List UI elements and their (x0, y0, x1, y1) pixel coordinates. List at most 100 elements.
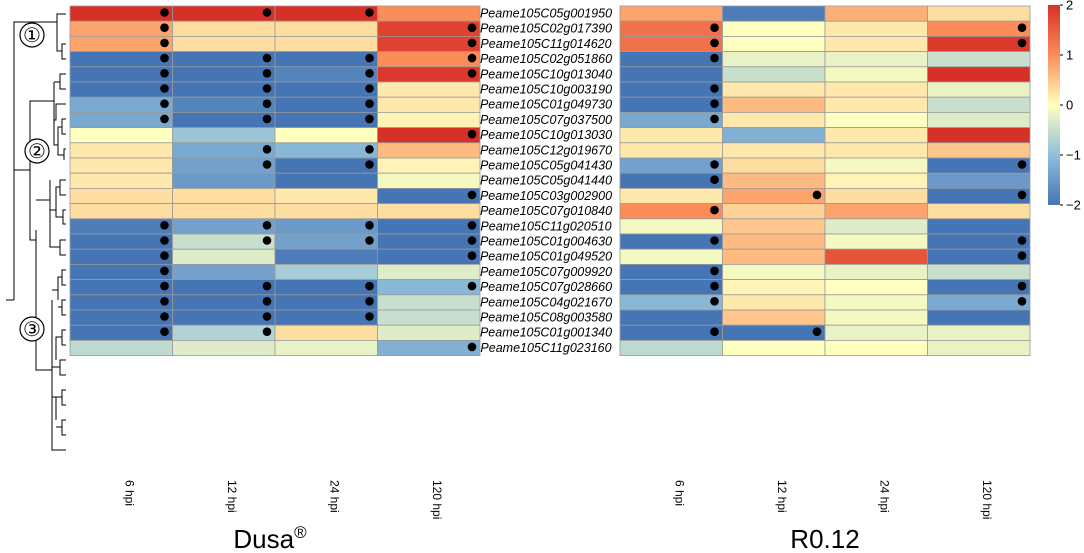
gene-label: Peame105C07g010840 (480, 204, 612, 218)
heatmap-cell (619, 294, 723, 311)
heatmap-cell (824, 36, 928, 53)
significance-dot (1017, 38, 1027, 48)
heatmap-cell (274, 339, 378, 356)
heatmap-cell (824, 324, 928, 341)
heatmap-cell (927, 112, 1031, 129)
heatmap-cell (927, 218, 1031, 235)
heatmap-cell (824, 248, 928, 265)
significance-dot (262, 281, 272, 291)
significance-dot (160, 312, 169, 321)
heatmap-cell (619, 66, 723, 83)
significance-dot (365, 114, 374, 124)
significance-dot (467, 190, 477, 200)
heatmap-cell (274, 36, 378, 53)
heatmap-cell (927, 172, 1031, 189)
heatmap-cell (69, 157, 173, 174)
gene-label: Peame105C07g009920 (480, 265, 612, 279)
heatmap-cell (722, 294, 826, 311)
significance-dot (710, 175, 719, 184)
heatmap-cell (619, 36, 723, 53)
gene-label: Peame105C05g041430 (480, 159, 612, 173)
heatmap-cell (619, 324, 723, 341)
row-dendrogram (6, 13, 66, 451)
significance-dot (262, 84, 272, 93)
legend-colorbar (1048, 5, 1060, 205)
heatmap-cell (172, 187, 276, 204)
heatmap-cell (927, 66, 1031, 83)
heatmap-cell (377, 127, 481, 144)
heatmap-cell (377, 218, 481, 235)
gene-label: Peame105C03g002900 (480, 189, 612, 203)
significance-dot (365, 84, 374, 93)
heatmap-cell (927, 339, 1031, 356)
heatmap-cell (69, 339, 173, 356)
heatmap-cell (722, 248, 826, 265)
heatmap-cell (377, 339, 481, 356)
significance-dot (467, 221, 477, 230)
heatmap-cell (619, 157, 723, 174)
heatmap-cell (69, 142, 173, 159)
gene-label: Peame105C12g019670 (480, 143, 612, 157)
heatmap-cell (824, 203, 928, 220)
column-label: 120 hpi (430, 480, 444, 519)
heatmap-cell (927, 5, 1031, 22)
heatmap-cell (172, 263, 276, 280)
panel-title-dusa: Dusa® (233, 523, 307, 553)
significance-dot (365, 160, 374, 169)
heatmap-cell (619, 127, 723, 144)
heatmap-cell (722, 172, 826, 189)
heatmap-cell (172, 233, 276, 250)
heatmap-cell (274, 112, 378, 129)
heatmap-cell (274, 324, 378, 341)
heatmap-cell (927, 127, 1031, 144)
heatmap-cell (722, 218, 826, 235)
significance-dot (467, 251, 477, 260)
heatmap-cell (69, 263, 173, 280)
heatmap-cell (377, 157, 481, 174)
gene-label: Peame105C05g041440 (480, 174, 612, 188)
significance-dot (710, 297, 719, 306)
heatmap-cell (172, 112, 276, 129)
heatmap-cell (619, 20, 723, 37)
heatmap-cell (927, 36, 1031, 53)
heatmap-cell (927, 20, 1031, 37)
gene-label: Peame105C04g021670 (480, 295, 612, 309)
significance-dot (160, 281, 169, 291)
heatmap-cell (274, 81, 378, 98)
cluster-markers: ① ② ③ (19, 22, 50, 342)
column-label: 6 hpi (672, 480, 686, 506)
significance-dot (710, 53, 719, 63)
gene-label: Peame105C01g004630 (480, 235, 612, 249)
heatmap-cell (274, 279, 378, 296)
heatmap-cell (274, 172, 378, 189)
significance-dot (710, 281, 719, 291)
heatmap-cell (274, 294, 378, 311)
significance-dot (262, 160, 272, 169)
heatmap-cell (274, 157, 378, 174)
significance-dot (710, 327, 719, 337)
heatmap-cell (69, 248, 173, 265)
panel-title-r012: R0.12 (790, 524, 859, 553)
heatmap-cell (172, 248, 276, 265)
heatmap-cell (619, 187, 723, 204)
heatmap-cell (274, 51, 378, 68)
heatmap-cell (824, 309, 928, 326)
significance-dot (262, 53, 272, 63)
color-legend: 2 1 0 −1 −2 (1048, 0, 1081, 213)
heatmap-cell (619, 279, 723, 296)
heatmap-cell (377, 81, 481, 98)
heatmap-cell (377, 51, 481, 68)
heatmap-cell (824, 112, 928, 129)
heatmap-cell (172, 142, 276, 159)
significance-dot (1017, 236, 1027, 245)
heatmap-cell (619, 142, 723, 159)
heatmap-cell (274, 5, 378, 22)
significance-dot (365, 297, 374, 306)
heatmap-cell (722, 20, 826, 37)
legend-ticks: 2 1 0 −1 −2 (1060, 0, 1081, 213)
heatmap-cell (69, 203, 173, 220)
significance-dot (467, 129, 477, 139)
heatmap-cell (377, 172, 481, 189)
heatmap-cell (69, 112, 173, 129)
